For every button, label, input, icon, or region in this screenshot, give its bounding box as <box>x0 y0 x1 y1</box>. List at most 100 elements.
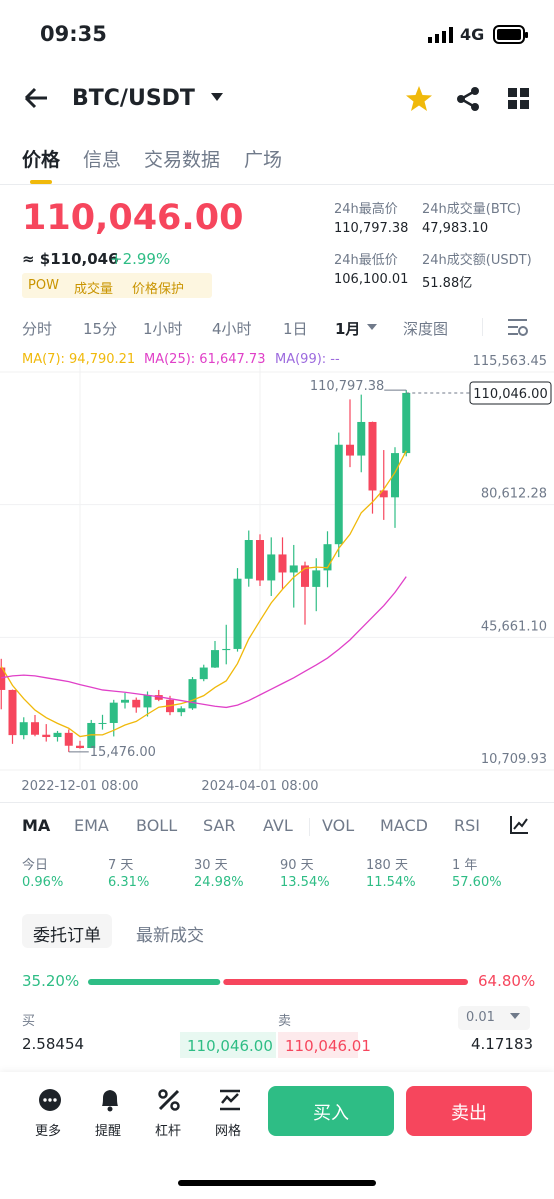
buy-button[interactable] <box>268 1086 394 1136</box>
bid-price: 110,046.00 <box>187 1037 273 1055</box>
stat-value: 110,797.38 <box>334 221 409 236</box>
buy-ratio: 35.20% <box>22 972 80 990</box>
alert-icon[interactable] <box>98 1087 122 1113</box>
period-change: 11.54% <box>366 875 416 890</box>
candle-body <box>0 667 6 690</box>
action-label[interactable]: 更多 <box>35 1124 62 1139</box>
candle-body <box>109 702 118 723</box>
candle-body <box>391 453 399 498</box>
leverage-icon[interactable] <box>157 1088 181 1112</box>
last-price-tag <box>469 381 552 405</box>
indicator[interactable]: SAR <box>203 816 236 835</box>
interval[interactable]: 1小时 <box>143 320 183 338</box>
y-tick-label: 10,709.93 <box>481 752 547 767</box>
indicator[interactable]: EMA <box>74 816 109 835</box>
sell-ratio-bar <box>223 979 468 985</box>
action-label[interactable]: 网格 <box>215 1124 242 1139</box>
candle-body <box>357 421 366 456</box>
interval[interactable]: 4小时 <box>212 320 252 338</box>
pair-selector[interactable]: BTC/USDT <box>72 86 195 111</box>
stat-value: 51.88亿 <box>422 276 473 291</box>
interval[interactable]: 深度图 <box>403 320 449 338</box>
divider <box>482 318 483 336</box>
precision-box[interactable] <box>458 1006 530 1030</box>
grid-icon[interactable] <box>218 1088 242 1112</box>
indicator-settings-icon[interactable] <box>509 815 529 835</box>
candle-body <box>98 722 107 724</box>
interval-selected[interactable]: 1月 <box>335 320 361 338</box>
tab[interactable]: 信息 <box>83 149 122 171</box>
buy-button-label[interactable]: 买入 <box>313 1103 349 1124</box>
tab-indicator <box>30 180 52 184</box>
interval[interactable]: 1日 <box>283 320 308 338</box>
network: 4G <box>460 25 485 44</box>
bid-depth <box>180 1032 276 1058</box>
layout-icon[interactable] <box>508 88 530 110</box>
x-tick-label: 2024-04-01 08:00 <box>201 779 318 794</box>
interval[interactable]: 15分 <box>83 320 118 338</box>
order-tab[interactable]: 最新成交 <box>136 926 204 946</box>
precision[interactable]: 0.01 <box>466 1010 495 1025</box>
sell-button-label[interactable]: 卖出 <box>451 1103 487 1124</box>
ma-line <box>1 576 407 709</box>
sell-button[interactable] <box>406 1086 532 1136</box>
legend-entry: MA(99): -- <box>275 352 340 367</box>
candle-body <box>87 722 96 749</box>
more-icon[interactable] <box>38 1088 62 1112</box>
tab[interactable]: 广场 <box>244 149 283 171</box>
indicator-selected[interactable]: MA <box>22 816 51 835</box>
interval[interactable]: 分时 <box>22 320 53 338</box>
home-indicator <box>178 1180 376 1186</box>
indicator[interactable]: MACD <box>380 816 428 835</box>
indicator[interactable]: BOLL <box>136 816 178 835</box>
chart-settings-icon[interactable] <box>507 318 529 336</box>
tag-bar <box>22 273 212 298</box>
indicator[interactable]: RSI <box>454 816 480 835</box>
dropdown-icon[interactable] <box>366 323 378 331</box>
period-change: 24.98% <box>194 875 244 890</box>
candle-body <box>278 554 287 573</box>
legend-entry: MA(7): 94,790.21 <box>22 352 135 367</box>
dropdown-icon[interactable] <box>510 1013 520 1020</box>
favorite-icon[interactable] <box>405 85 433 112</box>
candle-body <box>188 679 197 709</box>
candle-body <box>132 699 141 708</box>
candle-body <box>379 490 388 498</box>
y-tick-label: 45,661.10 <box>481 619 547 634</box>
indicator[interactable]: AVL <box>263 816 293 835</box>
price-change: +2.99% <box>110 250 171 268</box>
divider <box>309 818 310 836</box>
bid-quantity: 2.58454 <box>22 1035 85 1053</box>
candle-body <box>31 722 39 735</box>
tag[interactable]: 价格保护 <box>132 282 185 297</box>
back-button[interactable] <box>22 86 50 110</box>
indicator[interactable]: VOL <box>322 816 355 835</box>
tab[interactable]: 价格 <box>22 149 61 171</box>
tag[interactable]: 成交量 <box>74 282 114 297</box>
x-tick-label: 2022-12-01 08:00 <box>21 779 138 794</box>
candle-body <box>256 540 264 581</box>
tab[interactable]: 交易数据 <box>144 149 221 171</box>
candle-body <box>76 745 84 749</box>
tag[interactable]: POW <box>28 278 59 293</box>
battery-icon <box>493 25 528 44</box>
ma-line <box>0 450 407 738</box>
high-label: 110,797.38 <box>310 379 384 394</box>
action-label[interactable]: 提醒 <box>95 1124 122 1139</box>
order-tab-selected[interactable]: 委托订单 <box>33 926 101 946</box>
candle-body <box>312 570 321 587</box>
action-label[interactable]: 杠杆 <box>155 1124 182 1139</box>
stat-value: 47,983.10 <box>422 221 489 236</box>
stat-label: 24h最高价 <box>334 202 398 217</box>
last-price: 110,046.00 <box>22 198 244 238</box>
share-icon[interactable] <box>455 86 481 112</box>
candle-body <box>323 544 332 571</box>
candle-body <box>121 699 129 703</box>
dropdown-icon[interactable] <box>210 92 224 102</box>
candle-body <box>199 667 208 680</box>
divider <box>0 184 554 185</box>
candle-body <box>289 565 298 573</box>
candle-body <box>177 708 186 713</box>
period-label: 90 天 <box>280 858 314 873</box>
